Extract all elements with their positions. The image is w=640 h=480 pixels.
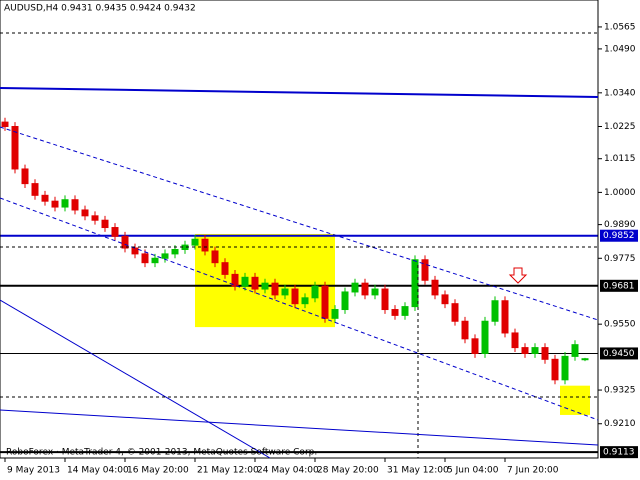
trend-line	[0, 197, 599, 421]
candle-body	[21, 168, 29, 185]
candle-body	[401, 306, 409, 316]
x-tick-label: 16 May 20:00	[127, 466, 189, 476]
candle-body	[251, 276, 259, 290]
candle-body	[451, 303, 459, 322]
candle-body	[261, 282, 269, 290]
candle-body	[271, 282, 279, 296]
candle-body	[521, 347, 529, 354]
y-tick-label: 1.0490	[604, 44, 636, 54]
candle-body	[11, 126, 19, 170]
footer: RoboForex · MetaTrader 4, © 2001-2013, M…	[6, 448, 317, 458]
candle-body	[111, 227, 119, 237]
x-tick-label: 7 Jun 20:00	[507, 466, 559, 476]
candle-body	[361, 282, 369, 296]
candle-body	[331, 309, 339, 319]
candle-body	[351, 282, 359, 293]
trend-line	[0, 87, 599, 98]
candle-body	[81, 209, 89, 217]
candle-body	[481, 320, 489, 354]
candle-body	[511, 332, 519, 349]
candle-body	[421, 259, 429, 281]
candle-body	[491, 300, 499, 322]
level-label-box	[600, 229, 638, 242]
y-tick-label: 0.9325	[604, 386, 636, 396]
x-tick-label: 14 May 04:00	[67, 466, 129, 476]
candle-body	[61, 199, 69, 208]
candle-body	[301, 297, 309, 305]
candle-body	[131, 247, 139, 255]
candle-body	[51, 200, 59, 208]
candle-body	[441, 294, 449, 305]
candle-body	[431, 279, 439, 296]
x-tick-label: 28 May 20:00	[317, 466, 379, 476]
candle-body	[31, 183, 39, 196]
candle-body	[571, 344, 579, 357]
candle-body	[161, 253, 169, 259]
y-tick-label: 0.9550	[604, 320, 636, 330]
candle-body	[121, 235, 129, 249]
trend-line	[0, 409, 599, 446]
x-tick-label: 9 May 2013	[7, 466, 60, 476]
candle-body	[171, 248, 179, 255]
candle-body	[281, 288, 289, 296]
candle-body	[371, 288, 379, 296]
candle-body	[221, 262, 229, 275]
candle-body	[41, 194, 49, 202]
candle-body	[311, 285, 319, 299]
candle-body	[461, 320, 469, 340]
candle-body	[381, 288, 389, 311]
candle-body	[551, 358, 559, 381]
candle-body	[341, 291, 349, 311]
candle-body	[321, 285, 329, 319]
y-tick-label: 1.0225	[604, 122, 636, 132]
y-tick-label: 0.9210	[604, 419, 636, 429]
candle-body	[241, 276, 249, 287]
level-label-box	[600, 279, 638, 292]
candle-body	[191, 238, 199, 246]
candle-body	[561, 355, 569, 381]
candle-body	[201, 238, 209, 252]
down-arrow	[508, 267, 528, 284]
y-tick-label: 0.9775	[604, 254, 636, 264]
candle-body	[1, 121, 9, 128]
candle-body	[91, 215, 99, 221]
x-tick-label: 24 May 04:00	[257, 466, 319, 476]
x-tick-label: 5 Jun 04:00	[447, 466, 499, 476]
candle-body	[391, 309, 399, 316]
y-tick-label: 1.0000	[604, 188, 636, 198]
plot-frame	[0, 0, 599, 459]
level-label: 0.9113	[603, 448, 635, 458]
candle-body	[531, 347, 539, 354]
candle-body	[71, 199, 79, 211]
y-tick-label: 1.0115	[604, 154, 636, 164]
candle-body	[291, 288, 299, 305]
plot-layer	[0, 117, 598, 454]
level-label: 0.9852	[603, 231, 635, 241]
candle-body	[101, 219, 109, 229]
level-label-box	[600, 347, 638, 360]
candle-body	[541, 347, 549, 360]
trend-line	[0, 299, 271, 459]
zone	[560, 385, 590, 415]
level-label-box	[600, 446, 638, 459]
x-tick-label: 21 May 12:00	[197, 466, 259, 476]
candle-body	[231, 273, 239, 287]
level-label: 0.9681	[603, 281, 635, 291]
y-tick-label: 0.9890	[604, 220, 636, 230]
y-tick-label: 1.0340	[604, 88, 636, 98]
chart-title: AUDUSD,H4 0.9431 0.9435 0.9424 0.9432	[4, 4, 196, 14]
y-tick-label: 1.0565	[604, 22, 636, 32]
candle-body	[581, 358, 589, 361]
candle-body	[411, 259, 419, 308]
candle-body	[211, 250, 219, 264]
candle-body	[501, 300, 509, 334]
candle-body	[471, 338, 479, 354]
level-label: 0.9450	[603, 349, 635, 359]
candle-body	[141, 253, 149, 264]
candle-body	[151, 257, 159, 264]
x-tick-label: 31 May 12:00	[387, 466, 449, 476]
